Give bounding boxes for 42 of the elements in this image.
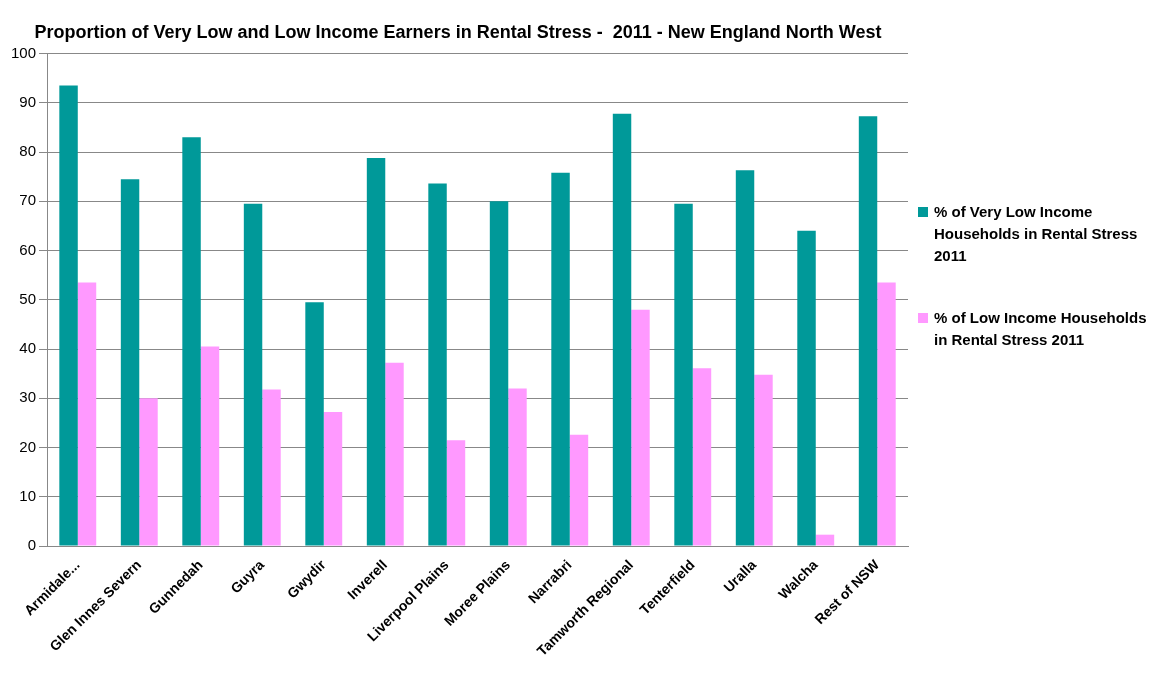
bar <box>428 183 447 546</box>
bar <box>262 389 281 546</box>
bar <box>569 434 589 546</box>
bar <box>243 203 263 546</box>
bar <box>692 368 712 546</box>
bar <box>385 362 404 546</box>
legend-label: % of Low Income Households in Rental Stress 2011 <box>934 307 1148 350</box>
bar <box>182 137 201 546</box>
bar <box>305 302 324 546</box>
y-tick-label: 40 <box>19 339 37 357</box>
bar <box>200 346 220 546</box>
bar <box>446 440 466 546</box>
bar <box>551 172 570 546</box>
y-tick-label: 100 <box>11 43 37 61</box>
legend-label: % of Very Low Income Households in Rental Stress 2011 <box>934 201 1139 266</box>
bar <box>77 282 97 546</box>
bar <box>631 309 650 546</box>
bar <box>815 534 835 546</box>
y-tick-label: 70 <box>19 191 37 209</box>
y-tick-label: 80 <box>19 142 37 160</box>
y-tick-label: 10 <box>19 486 37 504</box>
y-tick-label: 20 <box>19 437 37 455</box>
y-tick-label: 50 <box>19 289 37 307</box>
bar <box>508 388 527 546</box>
bar <box>139 398 158 546</box>
chart-title: Proportion of Very Low and Low Income Earners in Rental Stress - 2011 - New England North West <box>34 21 882 42</box>
bar <box>120 179 140 546</box>
bar <box>489 201 509 546</box>
bar <box>323 412 343 546</box>
bar <box>858 116 878 546</box>
bar <box>735 170 755 546</box>
bar <box>59 85 78 546</box>
y-tick-label: 0 <box>27 536 37 554</box>
bar <box>366 157 386 546</box>
bar <box>674 203 693 546</box>
y-tick-label: 30 <box>19 388 37 406</box>
bar <box>877 282 896 546</box>
bar <box>754 374 773 546</box>
y-tick-label: 60 <box>19 240 37 258</box>
bar <box>797 230 816 546</box>
y-tick-label: 90 <box>19 92 37 110</box>
bar <box>612 113 632 546</box>
